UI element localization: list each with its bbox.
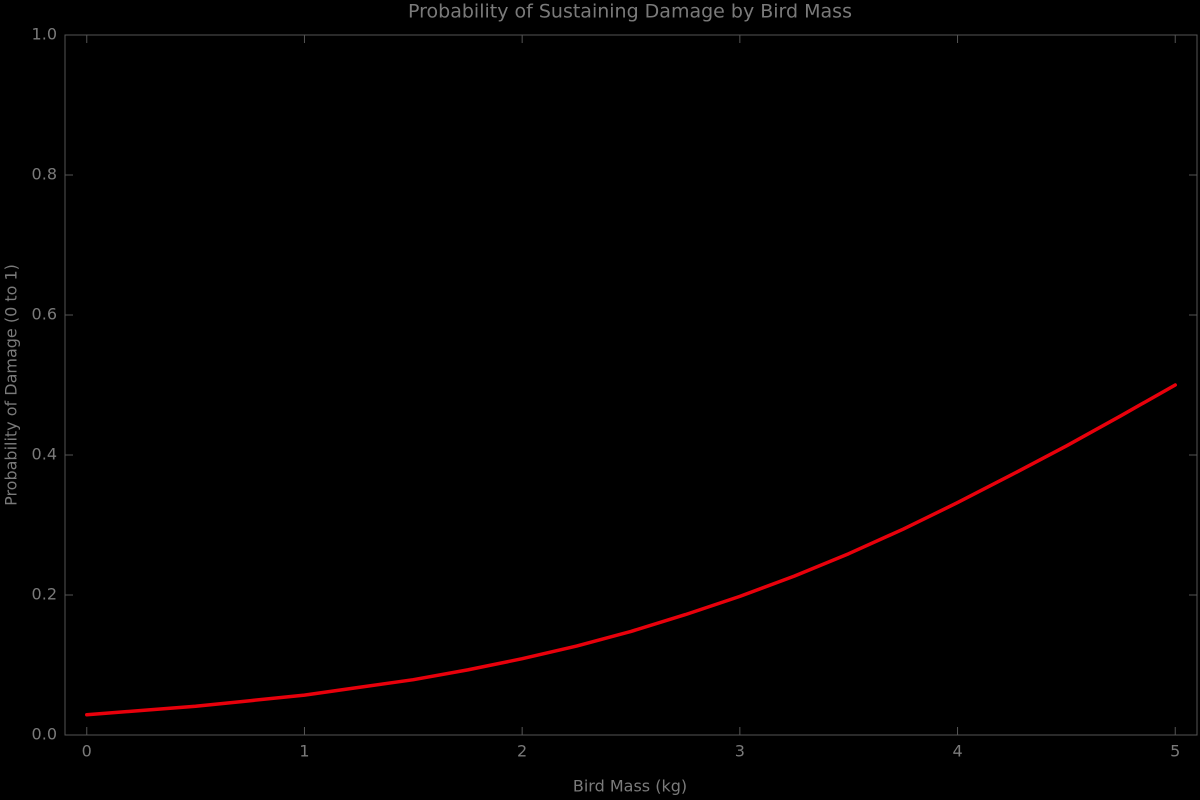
y-tick-label: 0.8 [32,165,57,184]
x-axis-label: Bird Mass (kg) [573,777,687,796]
y-tick-label: 0.2 [32,585,57,604]
x-tick-label: 2 [517,742,527,761]
y-axis-label: Probability of Damage (0 to 1) [2,264,21,506]
x-tick-label: 1 [299,742,309,761]
x-tick-label: 3 [735,742,745,761]
chart-title: Probability of Sustaining Damage by Bird… [408,1,852,23]
x-tick-label: 5 [1170,742,1180,761]
data-line [85,383,1177,717]
y-tick-label: 0.4 [32,445,57,464]
plot-frame [64,34,1198,736]
y-tick-label: 0.6 [32,305,57,324]
x-tick-label: 0 [82,742,92,761]
y-tick-label: 1.0 [32,25,57,44]
x-tick-label: 4 [952,742,962,761]
y-tick-label: 0.0 [32,725,57,744]
